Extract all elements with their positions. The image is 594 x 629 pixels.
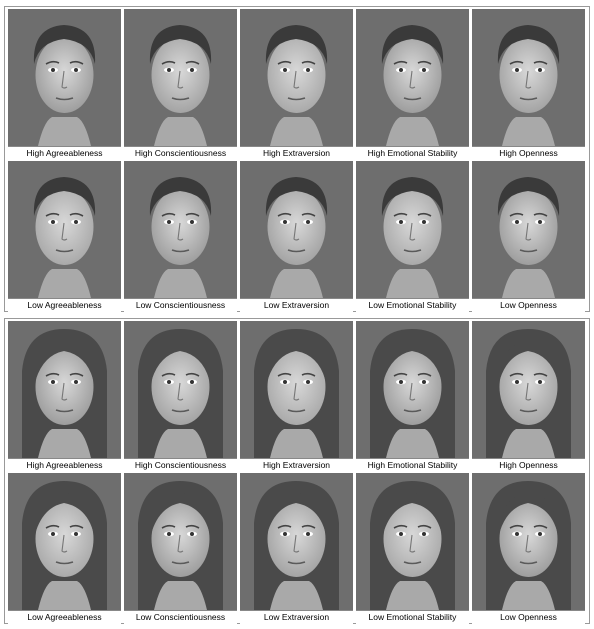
face-cell: Low Agreeableness bbox=[8, 161, 121, 312]
face-photo bbox=[356, 473, 469, 610]
face-photo bbox=[240, 9, 353, 146]
face-photo bbox=[356, 161, 469, 298]
face-cell: High Openness bbox=[472, 9, 585, 160]
face-photo-svg bbox=[356, 161, 469, 298]
face-photo-svg bbox=[240, 321, 353, 458]
face-cell: Low Emotional Stability bbox=[356, 473, 469, 624]
face-caption: High Agreeableness bbox=[8, 146, 121, 160]
male-faces-panel: High Agreeableness High Conscientiousness… bbox=[4, 6, 590, 312]
face-photo bbox=[124, 473, 237, 610]
face-cell: Low Agreeableness bbox=[8, 473, 121, 624]
face-photo-svg bbox=[472, 473, 585, 610]
face-caption: High Emotional Stability bbox=[356, 146, 469, 160]
face-cell: High Extraversion bbox=[240, 321, 353, 472]
face-photo bbox=[472, 473, 585, 610]
face-cell: Low Openness bbox=[472, 161, 585, 312]
face-caption: Low Agreeableness bbox=[8, 610, 121, 624]
face-caption: Low Conscientiousness bbox=[124, 610, 237, 624]
face-photo bbox=[8, 9, 121, 146]
face-caption: Low Emotional Stability bbox=[356, 298, 469, 312]
face-cell: High Agreeableness bbox=[8, 321, 121, 472]
face-cell: Low Conscientiousness bbox=[124, 161, 237, 312]
face-photo-svg bbox=[356, 321, 469, 458]
face-cell: High Openness bbox=[472, 321, 585, 472]
face-cell: Low Extraversion bbox=[240, 161, 353, 312]
face-photo-svg bbox=[124, 321, 237, 458]
face-caption: High Emotional Stability bbox=[356, 458, 469, 472]
female-faces-panel: High Agreeableness High Conscientiousness… bbox=[4, 318, 590, 624]
face-caption: Low Openness bbox=[472, 610, 585, 624]
face-photo-svg bbox=[8, 9, 121, 146]
face-caption: High Conscientiousness bbox=[124, 146, 237, 160]
face-caption: High Extraversion bbox=[240, 458, 353, 472]
face-cell: High Emotional Stability bbox=[356, 321, 469, 472]
face-photo bbox=[8, 473, 121, 610]
face-photo-svg bbox=[8, 321, 121, 458]
face-caption: High Openness bbox=[472, 458, 585, 472]
face-caption: Low Extraversion bbox=[240, 298, 353, 312]
face-photo-svg bbox=[356, 473, 469, 610]
face-photo-svg bbox=[240, 161, 353, 298]
low-traits-row: Low Agreeableness Low Conscientiousness Lo… bbox=[5, 159, 589, 312]
face-photo-svg bbox=[240, 9, 353, 146]
face-caption: High Conscientiousness bbox=[124, 458, 237, 472]
face-cell: High Agreeableness bbox=[8, 9, 121, 160]
face-photo-svg bbox=[8, 473, 121, 610]
face-caption: High Extraversion bbox=[240, 146, 353, 160]
face-photo-svg bbox=[472, 9, 585, 146]
face-cell: High Emotional Stability bbox=[356, 9, 469, 160]
face-photo bbox=[240, 321, 353, 458]
face-caption: Low Openness bbox=[472, 298, 585, 312]
face-cell: High Conscientiousness bbox=[124, 321, 237, 472]
face-photo bbox=[472, 161, 585, 298]
face-caption: Low Conscientiousness bbox=[124, 298, 237, 312]
high-traits-row: High Agreeableness High Conscientiousness… bbox=[5, 7, 589, 160]
low-traits-row: Low Agreeableness Low Conscientiousness Lo… bbox=[5, 471, 589, 624]
face-photo bbox=[124, 161, 237, 298]
face-photo bbox=[8, 321, 121, 458]
face-cell: High Extraversion bbox=[240, 9, 353, 160]
face-photo bbox=[124, 9, 237, 146]
face-cell: Low Conscientiousness bbox=[124, 473, 237, 624]
face-photo-svg bbox=[472, 161, 585, 298]
face-photo bbox=[472, 321, 585, 458]
face-photo-svg bbox=[124, 473, 237, 610]
face-caption: Low Extraversion bbox=[240, 610, 353, 624]
face-photo bbox=[356, 321, 469, 458]
face-caption: Low Agreeableness bbox=[8, 298, 121, 312]
face-caption: Low Emotional Stability bbox=[356, 610, 469, 624]
face-photo-svg bbox=[240, 473, 353, 610]
face-photo-svg bbox=[8, 161, 121, 298]
face-photo-svg bbox=[124, 9, 237, 146]
face-photo-svg bbox=[124, 161, 237, 298]
face-caption: High Agreeableness bbox=[8, 458, 121, 472]
high-traits-row: High Agreeableness High Conscientiousness… bbox=[5, 319, 589, 472]
face-photo bbox=[240, 473, 353, 610]
face-caption: High Openness bbox=[472, 146, 585, 160]
face-photo bbox=[240, 161, 353, 298]
face-photo-svg bbox=[472, 321, 585, 458]
face-photo-svg bbox=[356, 9, 469, 146]
face-photo bbox=[472, 9, 585, 146]
face-cell: Low Emotional Stability bbox=[356, 161, 469, 312]
face-photo bbox=[356, 9, 469, 146]
face-photo bbox=[8, 161, 121, 298]
face-cell: High Conscientiousness bbox=[124, 9, 237, 160]
face-cell: Low Extraversion bbox=[240, 473, 353, 624]
face-cell: Low Openness bbox=[472, 473, 585, 624]
face-photo bbox=[124, 321, 237, 458]
